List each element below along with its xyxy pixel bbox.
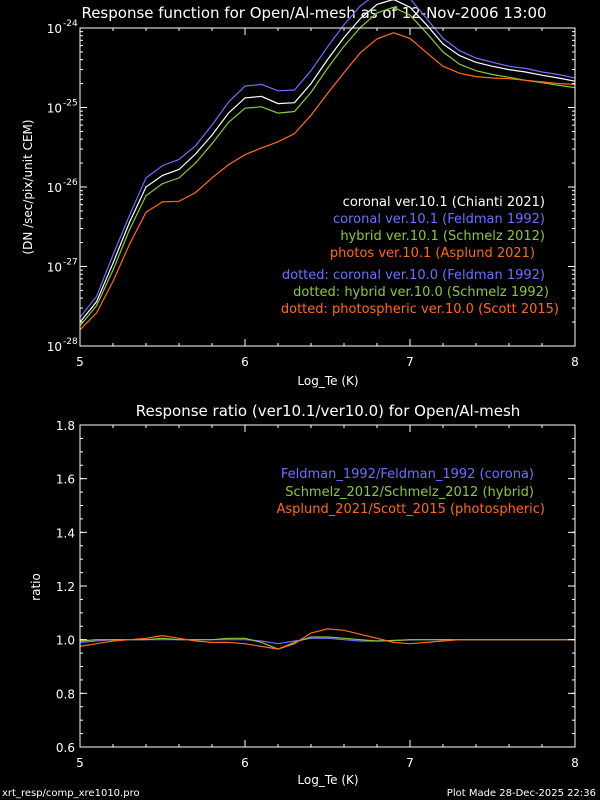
- bottom-legend: Feldman_1992/Feldman_1992 (corona) Schmel…: [277, 467, 546, 517]
- bottom-y-axis-label: ratio: [29, 573, 43, 601]
- y-tick-exponent: -25: [63, 99, 78, 109]
- x-tick-label: 8: [571, 756, 579, 770]
- y-tick-label: 1.4: [56, 526, 75, 540]
- top-x-axis-label: Log_Te (K): [297, 374, 358, 388]
- legend-entry-dotted-hybrid-ver-10-0-schmelz-1992: dotted: hybrid ver.10.0 (Schmelz 1992): [293, 285, 549, 300]
- bottom-series-lines: [80, 629, 575, 649]
- response-function-chart: Response function for Open/Al-mesh as of…: [21, 0, 579, 388]
- legend-entry-asplund-2021-scott-2015-photospheric: Asplund_2021/Scott_2015 (photospheric): [277, 502, 546, 517]
- y-tick-label: 0.8: [56, 687, 75, 701]
- legend-entry-schmelz-2012-schmelz-2012-hybrid: Schmelz_2012/Schmelz_2012 (hybrid): [285, 485, 534, 500]
- footer-plot-date: Plot Made 28-Dec-2025 22:36: [447, 788, 596, 799]
- legend-entry-coronal-ver-10-1-chianti-2021: coronal ver.10.1 (Chianti 2021): [343, 195, 545, 210]
- top-legend: coronal ver.10.1 (Chianti 2021) coronal v…: [281, 195, 559, 317]
- y-tick-label: 10: [47, 340, 62, 354]
- top-chart-title: Response function for Open/Al-mesh as of…: [81, 4, 546, 22]
- y-tick-label: 10: [47, 22, 62, 36]
- bottom-chart-title: Response ratio (ver10.1/ver10.0) for Ope…: [136, 402, 521, 420]
- legend-entry-photos-ver-10-1-asplund-2021: photos ver.10.1 (Asplund 2021): [330, 246, 535, 261]
- x-tick-label: 6: [241, 355, 249, 369]
- y-tick-exponent: -27: [63, 258, 78, 268]
- x-tick-label: 7: [406, 355, 414, 369]
- legend-entry-feldman-1992-feldman-1992-corona: Feldman_1992/Feldman_1992 (corona): [281, 467, 534, 482]
- legend-entry-dotted-photospheric-ver-10-0-scott-2015: dotted: photospheric ver.10.0 (Scott 201…: [281, 302, 559, 317]
- y-tick-label: 1.8: [56, 419, 75, 433]
- bottom-x-axis-label: Log_Te (K): [297, 773, 358, 787]
- y-tick-exponent: -28: [63, 337, 78, 347]
- y-tick-exponent: -24: [63, 19, 78, 29]
- legend-entry-dotted-coronal-ver-10-0-feldman-1992: dotted: coronal ver.10.0 (Feldman 1992): [282, 268, 545, 283]
- x-tick-label: 6: [241, 756, 249, 770]
- legend-entry-coronal-ver-10-1-feldman-1992: coronal ver.10.1 (Feldman 1992): [333, 212, 545, 227]
- y-tick-exponent: -26: [63, 178, 78, 188]
- y-tick-label: 1.0: [56, 634, 75, 648]
- legend-entry-hybrid-ver-10-1-schmelz-2012: hybrid ver.10.1 (Schmelz 2012): [340, 229, 545, 244]
- y-tick-label: 10: [47, 261, 62, 275]
- x-tick-label: 7: [406, 756, 414, 770]
- y-tick-label: 10: [47, 181, 62, 195]
- x-tick-label: 8: [571, 355, 579, 369]
- y-tick-label: 1.2: [56, 580, 75, 594]
- top-y-axis-label: (DN /sec/pix/unit CEM): [21, 119, 35, 254]
- figure-canvas: Response function for Open/Al-mesh as of…: [0, 0, 600, 800]
- y-tick-label: 0.6: [56, 741, 75, 755]
- response-ratio-chart: Response ratio (ver10.1/ver10.0) for Ope…: [29, 402, 579, 787]
- y-tick-label: 1.6: [56, 473, 75, 487]
- footer-program-name: xrt_resp/comp_xre1010.pro: [2, 788, 140, 799]
- x-tick-label: 5: [76, 756, 84, 770]
- y-tick-label: 10: [47, 102, 62, 116]
- x-tick-label: 5: [76, 355, 84, 369]
